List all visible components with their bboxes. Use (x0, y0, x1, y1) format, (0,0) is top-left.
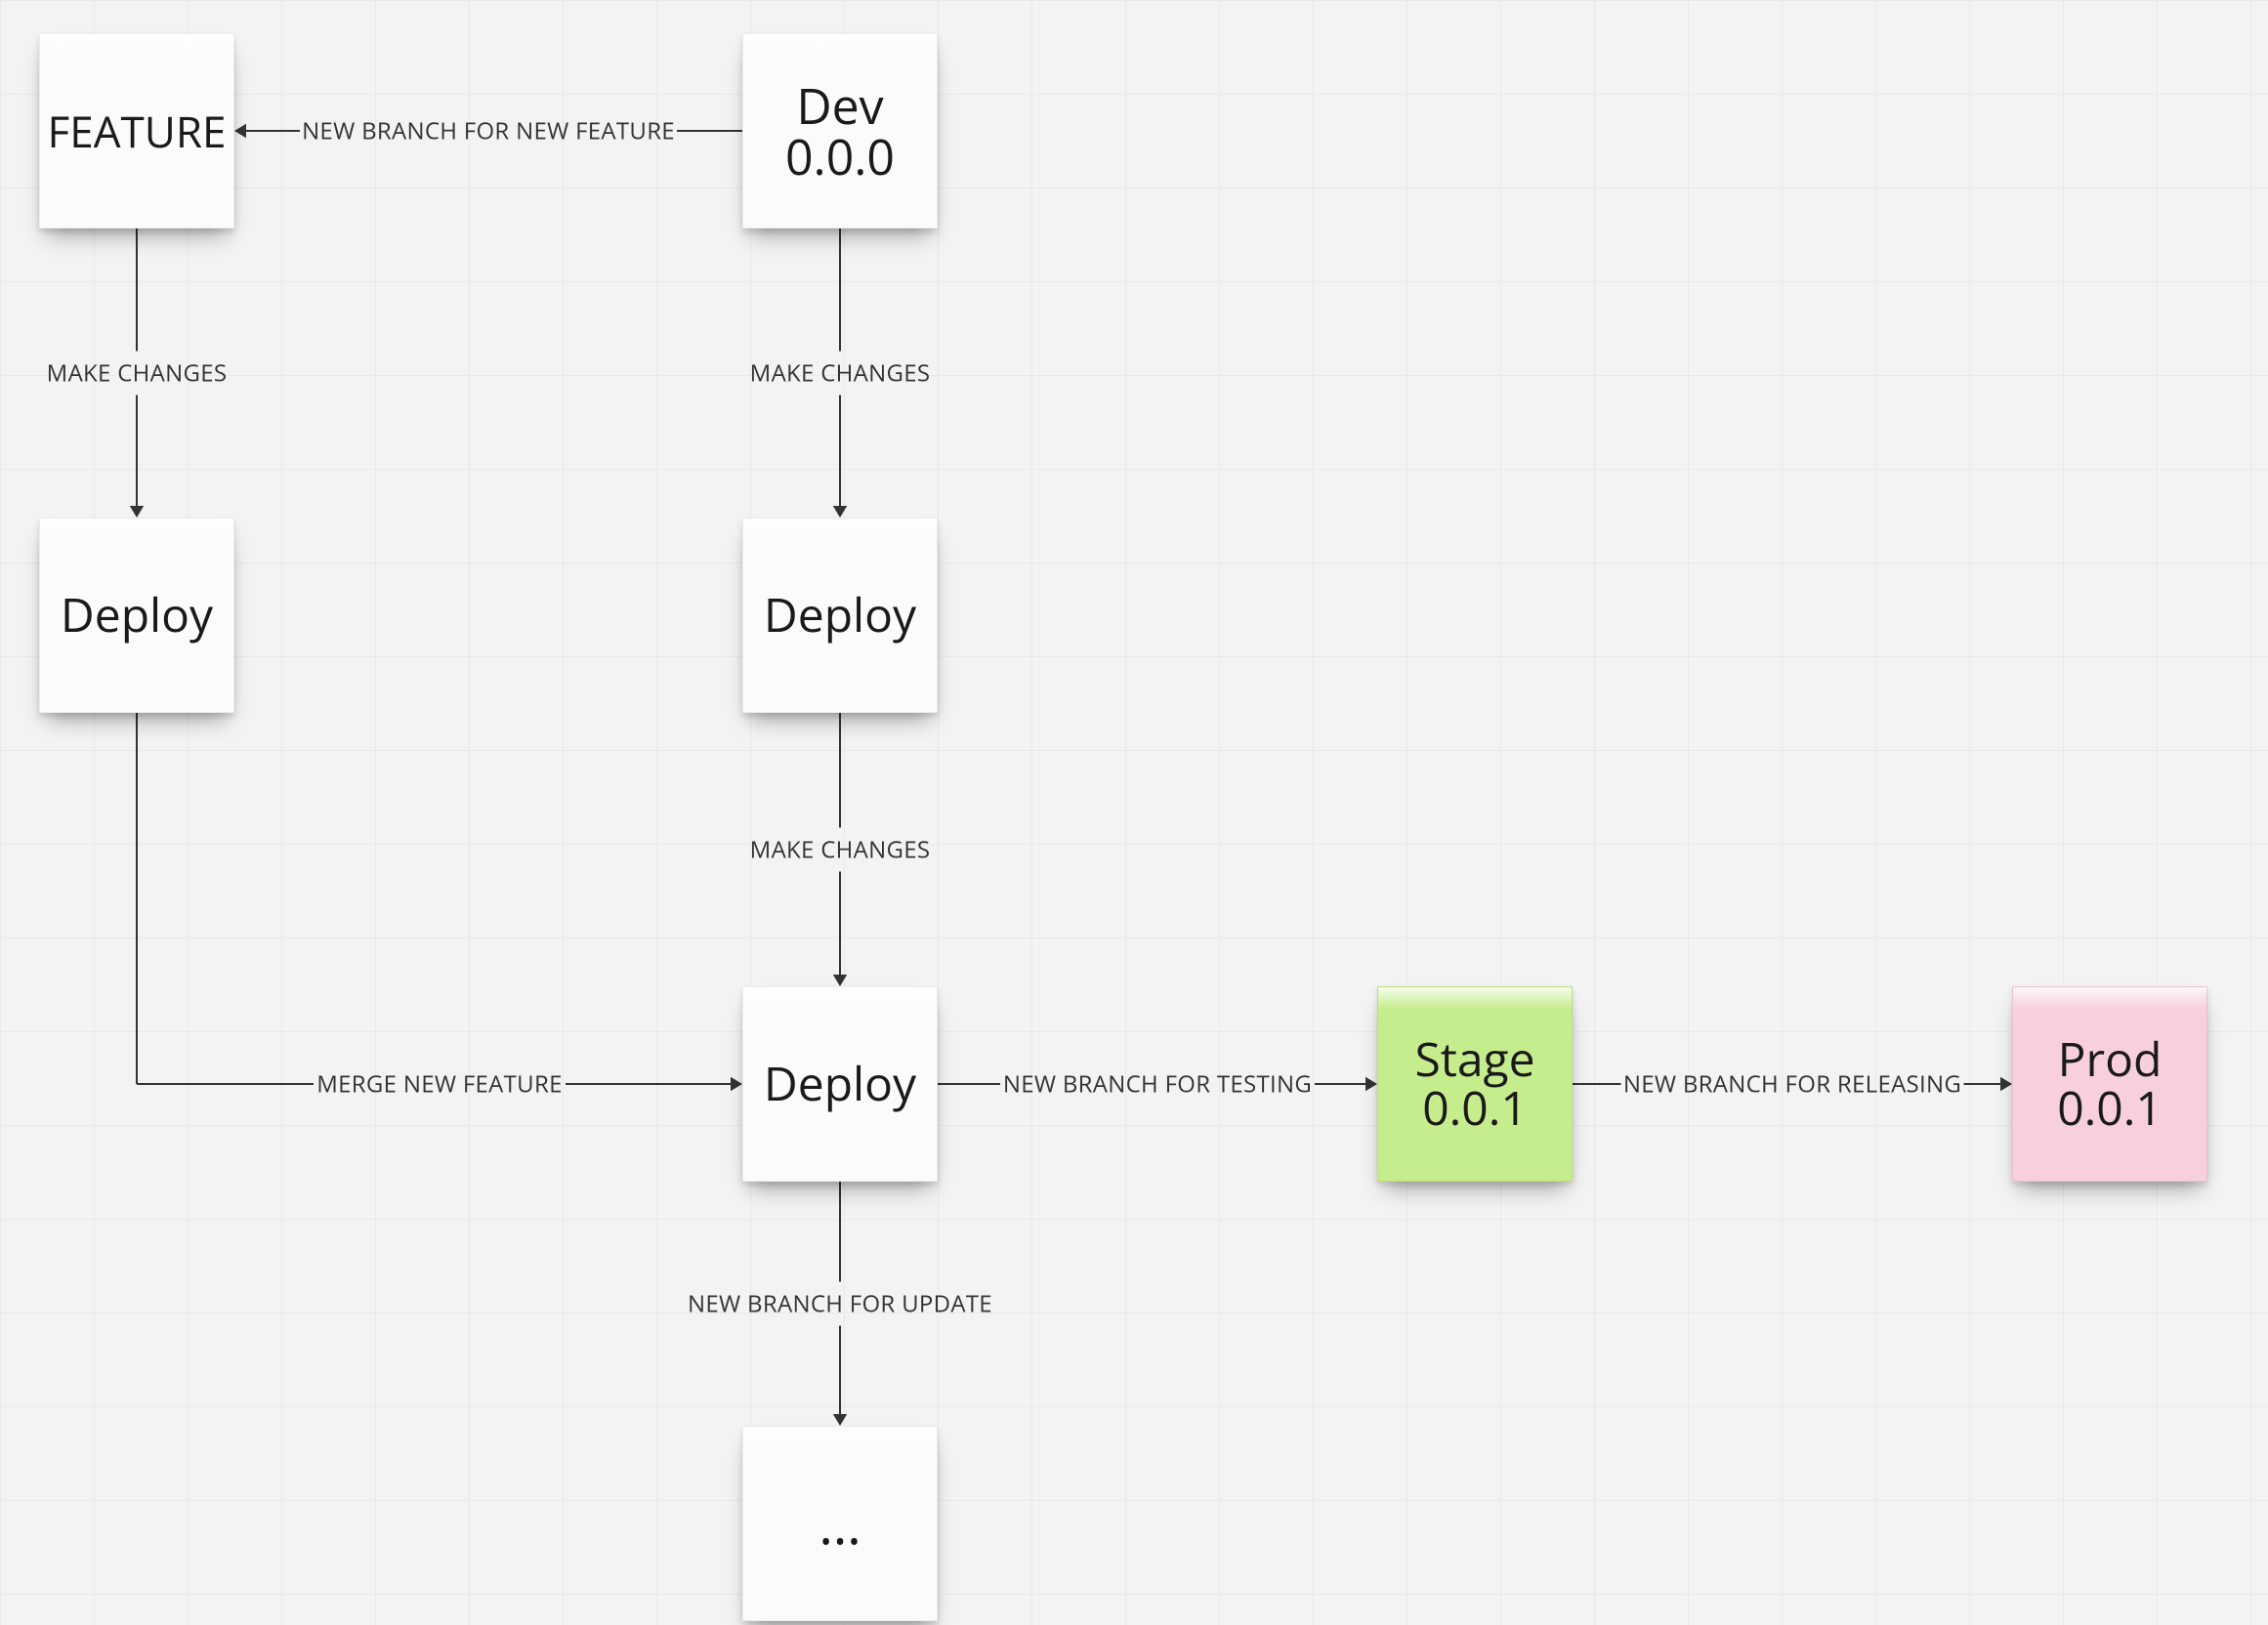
sticky-feature[interactable]: FEATURE (39, 33, 234, 229)
sticky-text: … (819, 1495, 861, 1553)
edge-label: NEW BRANCH FOR NEW FEATURE (302, 115, 675, 147)
diagram-canvas: FEATURE Dev0.0.0 Deploy Deploy Deploy Stage0.… (0, 0, 2268, 1625)
sticky-deploy_f[interactable]: Deploy (39, 518, 234, 713)
edge-label: MAKE CHANGES (47, 357, 228, 390)
sticky-stage[interactable]: Stage0.0.1 (1377, 986, 1573, 1182)
sticky-dev[interactable]: Dev0.0.0 (742, 33, 938, 229)
edge-label: NEW BRANCH FOR UPDATE (688, 1288, 992, 1320)
sticky-text: Deploy (764, 591, 916, 640)
edge-label: MAKE CHANGES (750, 357, 931, 390)
edges-layer (0, 0, 2268, 1625)
sticky-ellipsis[interactable]: … (742, 1426, 938, 1621)
sticky-text: Deploy (764, 1060, 916, 1108)
edge-label: NEW BRANCH FOR TESTING (1003, 1068, 1312, 1101)
sticky-text: FEATURE (48, 108, 227, 153)
edge-label: MAKE CHANGES (750, 834, 931, 866)
sticky-text: 0.0.0 (785, 131, 895, 183)
sticky-prod[interactable]: Prod0.0.1 (2012, 986, 2207, 1182)
edge-merge_feature (137, 713, 742, 1091)
sticky-text: 0.0.1 (1422, 1084, 1528, 1133)
sticky-text: 0.0.1 (2057, 1084, 2163, 1133)
sticky-text: Deploy (61, 591, 213, 640)
edge-label: MERGE NEW FEATURE (316, 1068, 562, 1101)
edge-label: NEW BRANCH FOR RELEASING (1623, 1068, 1961, 1101)
sticky-deploy_d2[interactable]: Deploy (742, 986, 938, 1182)
sticky-deploy_d1[interactable]: Deploy (742, 518, 938, 713)
